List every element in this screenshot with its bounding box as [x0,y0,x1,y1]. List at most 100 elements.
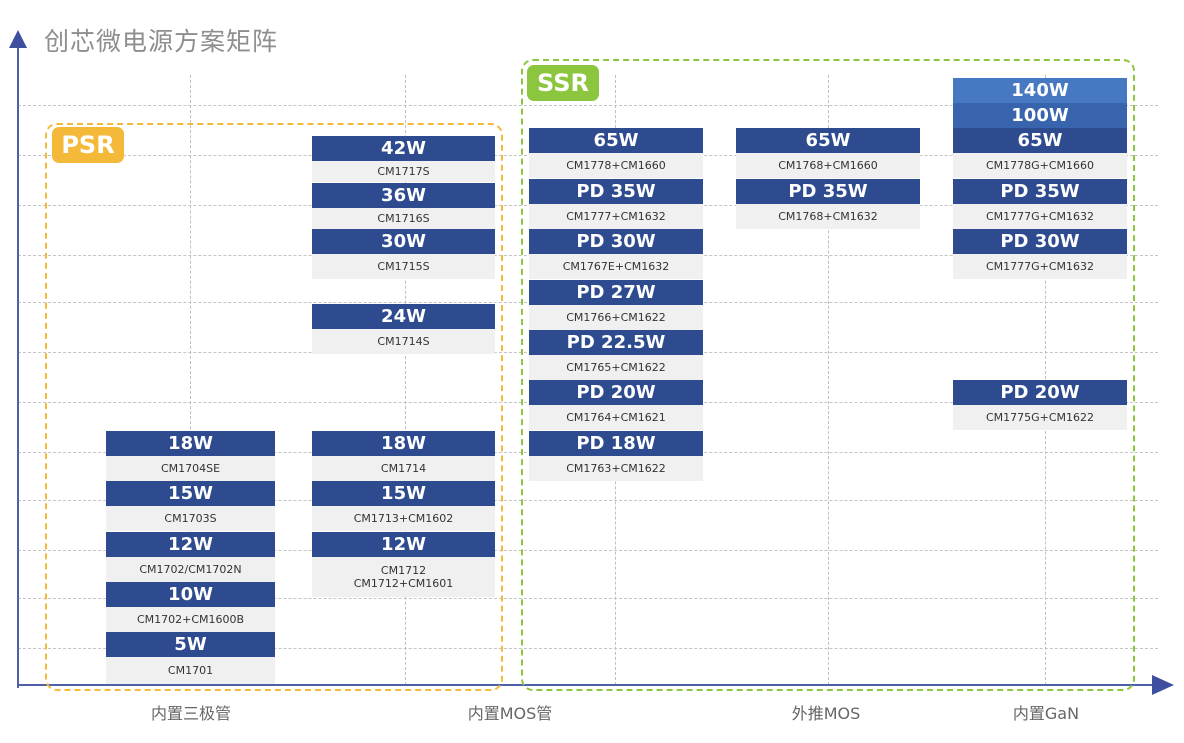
power-rating: 15W [312,481,495,506]
power-card[interactable]: PD 30W CM1767E+CM1632 [529,229,703,279]
power-rating: PD 30W [953,229,1127,254]
grid-line-horizontal [18,550,1158,551]
chip-model: CM1763+CM1622 [529,456,703,481]
power-card[interactable]: PD 18W CM1763+CM1622 [529,431,703,481]
grid-line-vertical [405,75,406,685]
power-card[interactable]: 15W CM1713+CM1602 [312,481,495,531]
power-rating: 36W [312,183,495,208]
power-rating: PD 35W [529,179,703,204]
power-rating: 42W [312,136,495,161]
grid-line-horizontal [18,598,1158,599]
power-rating: PD 20W [529,380,703,405]
grid-line-horizontal [18,105,1158,106]
chip-model: CM1768+CM1660 [736,153,920,178]
psr-tag: PSR [52,127,124,163]
chip-model: CM1713+CM1602 [312,506,495,531]
x-axis-label: 外推MOS [791,704,861,723]
power-rating: PD 18W [529,431,703,456]
power-card[interactable]: 12W CM1702/CM1702N [106,532,275,582]
chip-model: CM1777G+CM1632 [953,204,1127,229]
y-axis-arrow-icon [9,30,27,48]
chip-model: CM1714 [312,456,495,481]
y-axis [17,48,19,688]
chip-model: CM1777+CM1632 [529,204,703,229]
chip-model: CM1704SE [106,456,275,481]
power-card[interactable]: 18W CM1714 [312,431,495,481]
power-rating: 65W [736,128,920,153]
power-rating: 24W [312,304,495,329]
x-axis-label: 内置MOS管 [467,704,553,723]
x-axis [17,684,1157,686]
power-rating: 65W [953,128,1127,153]
power-card[interactable]: 65W CM1778+CM1660 [529,128,703,178]
power-card[interactable]: 5W CM1701 [106,632,275,684]
power-rating: 30W [312,229,495,254]
power-card[interactable]: PD 35W CM1768+CM1632 [736,179,920,229]
x-axis-label: 内置三极管 [150,704,232,723]
power-card[interactable]: 42W CM1717S [312,136,495,182]
chip-model: CM1716S [312,208,495,229]
psr-region [45,123,503,691]
ssr-region [521,59,1135,691]
chip-model: CM1715S [312,254,495,279]
grid-line-vertical [190,75,191,685]
chip-model: CM1775G+CM1622 [953,405,1127,430]
power-rating: 100W [953,103,1127,128]
grid-line-horizontal [18,500,1158,501]
power-rating: 12W [312,532,495,557]
chip-model: CM1768+CM1632 [736,204,920,229]
ssr-tag: SSR [527,65,599,101]
chip-model: CM1778G+CM1660 [953,153,1127,178]
power-rating: 15W [106,481,275,506]
power-card[interactable]: PD 20W CM1775G+CM1622 [953,380,1127,430]
power-card[interactable]: 140W [953,78,1127,103]
chip-model: CM1714S [312,329,495,354]
power-card[interactable]: 65W CM1768+CM1660 [736,128,920,178]
power-card[interactable]: PD 30W CM1777G+CM1632 [953,229,1127,279]
power-card[interactable]: 12W CM1712 CM1712+CM1601 [312,532,495,597]
chip-model: CM1764+CM1621 [529,405,703,430]
power-card[interactable]: PD 22.5W CM1765+CM1622 [529,330,703,380]
chip-model: CM1712 CM1712+CM1601 [312,557,495,597]
power-card[interactable]: 30W CM1715S [312,229,495,279]
x-axis-label: 内置GaN [1012,704,1080,723]
power-rating: PD 22.5W [529,330,703,355]
chip-model: CM1701 [106,657,275,684]
power-rating: 10W [106,582,275,607]
power-card[interactable]: 100W [953,103,1127,128]
chip-model: CM1778+CM1660 [529,153,703,178]
power-rating: 12W [106,532,275,557]
power-card[interactable]: 18W CM1704SE [106,431,275,481]
power-card[interactable]: PD 35W CM1777G+CM1632 [953,179,1127,229]
power-card[interactable]: PD 27W CM1766+CM1622 [529,280,703,330]
chip-model: CM1765+CM1622 [529,355,703,380]
chip-model: CM1717S [312,161,495,182]
chip-model: CM1702+CM1600B [106,607,275,632]
power-rating: 18W [312,431,495,456]
grid-line-horizontal [18,648,1158,649]
power-card[interactable]: 10W CM1702+CM1600B [106,582,275,632]
power-card[interactable]: 24W CM1714S [312,304,495,354]
chip-model: CM1777G+CM1632 [953,254,1127,279]
grid-line-vertical [828,75,829,685]
power-card[interactable]: 36W CM1716S [312,183,495,229]
chip-model: CM1702/CM1702N [106,557,275,582]
power-card[interactable]: 15W CM1703S [106,481,275,531]
page-title: 创芯微电源方案矩阵 [44,27,279,56]
power-rating: PD 27W [529,280,703,305]
power-rating: 18W [106,431,275,456]
chip-model: CM1703S [106,506,275,531]
power-card[interactable]: 65W CM1778G+CM1660 [953,128,1127,178]
power-card[interactable]: PD 35W CM1777+CM1632 [529,179,703,229]
power-rating: 65W [529,128,703,153]
power-card[interactable]: PD 20W CM1764+CM1621 [529,380,703,430]
chip-model: CM1766+CM1622 [529,305,703,330]
chip-model: CM1767E+CM1632 [529,254,703,279]
power-rating: PD 35W [953,179,1127,204]
power-rating: 140W [953,78,1127,103]
power-rating: PD 20W [953,380,1127,405]
power-rating: PD 30W [529,229,703,254]
x-axis-arrow-icon [1152,675,1174,695]
power-rating: PD 35W [736,179,920,204]
